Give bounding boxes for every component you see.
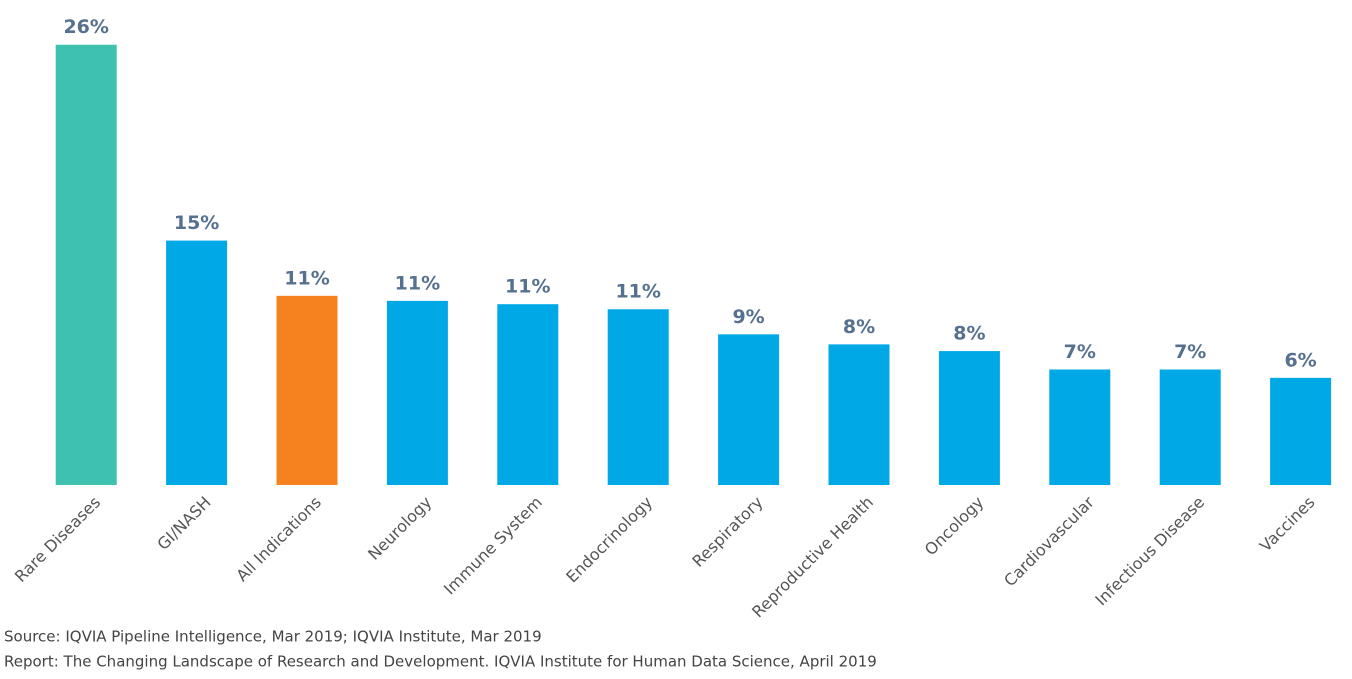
x-tick-label: GI/NASH bbox=[153, 493, 214, 554]
value-label: 8% bbox=[953, 323, 985, 345]
x-tick-label: Infectious Disease bbox=[1091, 493, 1208, 610]
bar bbox=[607, 309, 669, 485]
bar bbox=[1159, 369, 1221, 485]
x-tick-label: Neurology bbox=[364, 493, 435, 564]
bar bbox=[938, 351, 1000, 485]
source-note: Source: IQVIA Pipeline Intelligence, Mar… bbox=[4, 628, 542, 646]
value-label: 11% bbox=[284, 267, 329, 289]
value-label: 26% bbox=[63, 16, 108, 38]
x-tick-label: Oncology bbox=[921, 493, 988, 560]
x-tick-label: Endocrinology bbox=[562, 493, 656, 587]
x-tick-label: Cardiovascular bbox=[1000, 492, 1098, 590]
x-tick-label: All Indications bbox=[232, 493, 325, 586]
value-label: 6% bbox=[1284, 349, 1316, 371]
x-tick-label: Respiratory bbox=[688, 493, 766, 571]
x-tick-label: Reproductive Health bbox=[748, 493, 877, 622]
value-label: 15% bbox=[174, 212, 219, 234]
bar bbox=[276, 295, 338, 485]
bar bbox=[386, 300, 448, 485]
x-tick-label: Rare Diseases bbox=[11, 493, 104, 586]
report-note: Report: The Changing Landscape of Resear… bbox=[4, 653, 877, 671]
value-label: 8% bbox=[843, 316, 875, 338]
x-tick-label: Immune System bbox=[440, 493, 546, 599]
bar bbox=[55, 44, 117, 486]
value-label: 11% bbox=[615, 281, 660, 303]
x-tick-label: Vaccines bbox=[1256, 493, 1319, 556]
value-label: 7% bbox=[1064, 341, 1096, 363]
bar bbox=[718, 334, 780, 485]
value-label: 7% bbox=[1174, 341, 1206, 363]
bar bbox=[828, 344, 890, 485]
value-label: 11% bbox=[505, 276, 550, 298]
value-label: 11% bbox=[395, 272, 440, 294]
bar bbox=[497, 304, 559, 485]
value-label: 9% bbox=[732, 306, 764, 328]
bar bbox=[166, 240, 228, 485]
bar bbox=[1049, 369, 1111, 485]
bar bbox=[1270, 377, 1332, 485]
